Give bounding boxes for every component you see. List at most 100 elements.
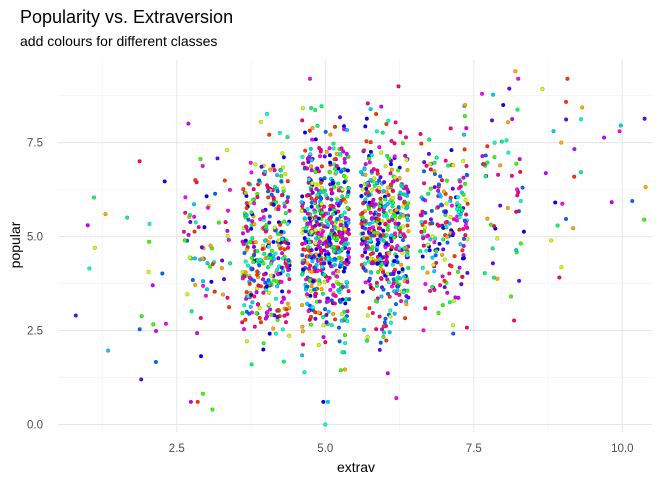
data-point: [379, 219, 385, 224]
data-point: [336, 203, 341, 208]
data-point: [572, 174, 577, 179]
data-point: [268, 273, 274, 278]
data-point: [244, 289, 249, 295]
data-point: [461, 175, 466, 180]
data-point: [432, 160, 437, 165]
data-point: [418, 249, 423, 254]
data-point: [457, 265, 462, 270]
data-point: [463, 212, 469, 217]
data-point: [377, 252, 383, 257]
data-point: [200, 283, 206, 289]
data-point: [269, 192, 274, 197]
data-point: [342, 316, 348, 321]
data-point: [340, 238, 345, 243]
data-point: [387, 156, 392, 161]
data-point: [248, 304, 253, 310]
data-point: [389, 239, 394, 244]
data-point: [430, 234, 435, 239]
data-point: [324, 244, 329, 249]
data-point: [421, 328, 426, 333]
data-point: [271, 239, 276, 245]
data-point: [464, 172, 469, 177]
data-point: [429, 208, 434, 214]
data-point: [396, 84, 401, 89]
data-point: [368, 178, 373, 183]
data-point: [329, 197, 334, 202]
data-point: [342, 340, 348, 346]
data-point: [187, 255, 192, 260]
data-point: [361, 148, 367, 153]
data-point: [313, 291, 319, 296]
data-point: [559, 140, 564, 145]
data-point: [398, 190, 403, 195]
data-point: [220, 292, 226, 297]
data-point: [303, 226, 308, 231]
data-point: [205, 261, 210, 266]
data-point: [267, 220, 272, 225]
data-point: [281, 186, 286, 191]
data-point: [369, 270, 374, 275]
data-point: [394, 207, 399, 213]
data-point: [204, 194, 209, 199]
data-point: [271, 195, 276, 200]
data-point: [282, 247, 287, 252]
data-point: [390, 217, 395, 223]
data-point: [398, 129, 403, 135]
data-point: [481, 161, 487, 167]
data-point: [308, 288, 313, 294]
data-point: [369, 168, 374, 174]
data-point: [255, 249, 260, 254]
data-point: [249, 310, 255, 315]
data-point: [399, 262, 404, 267]
data-point: [434, 155, 439, 160]
data-point: [342, 332, 348, 338]
data-point: [365, 181, 370, 186]
data-point: [455, 195, 460, 200]
data-point: [465, 237, 470, 242]
data-point: [336, 325, 342, 330]
data-point: [319, 164, 325, 169]
data-point: [321, 261, 327, 266]
data-point: [262, 169, 268, 174]
data-point: [91, 195, 97, 200]
data-point: [275, 314, 280, 320]
data-point: [267, 132, 272, 137]
data-point: [570, 226, 576, 231]
data-point: [254, 290, 259, 295]
data-point: [314, 236, 319, 241]
data-point: [309, 247, 314, 253]
data-point: [423, 281, 428, 287]
data-point: [327, 153, 333, 158]
data-point: [329, 228, 335, 233]
data-point: [426, 151, 432, 157]
data-point: [310, 279, 316, 284]
data-point: [437, 283, 443, 288]
data-point: [243, 270, 248, 275]
data-point: [557, 275, 562, 280]
data-point: [245, 263, 251, 268]
data-point: [437, 241, 442, 247]
y-tick-label: 7.5: [27, 138, 43, 150]
data-point: [461, 132, 467, 137]
data-point: [317, 145, 322, 151]
data-point: [392, 258, 397, 264]
data-point: [326, 309, 331, 314]
data-point: [307, 76, 313, 81]
data-point: [423, 306, 428, 311]
data-point: [543, 170, 548, 176]
data-point: [402, 246, 407, 251]
data-point: [87, 266, 92, 271]
data-point: [342, 160, 347, 165]
data-point: [373, 111, 379, 117]
data-point: [265, 189, 271, 194]
data-point: [334, 163, 339, 169]
data-point: [269, 312, 274, 317]
data-point: [511, 318, 517, 323]
data-point: [282, 313, 287, 318]
data-point: [331, 146, 336, 151]
data-point: [393, 221, 398, 226]
data-point: [400, 213, 406, 218]
data-point: [398, 298, 404, 304]
data-point: [369, 152, 374, 158]
data-point: [240, 311, 245, 316]
